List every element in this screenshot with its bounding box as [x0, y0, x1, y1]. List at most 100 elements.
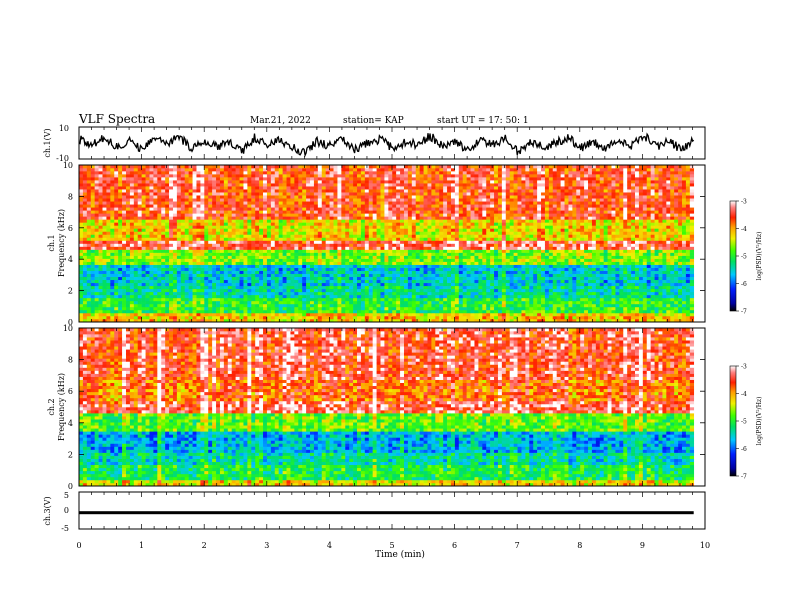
ch1-spectrogram-cell	[196, 246, 201, 250]
ch1-spectrogram-cell	[478, 312, 483, 317]
ch1-spectrogram-cell	[615, 276, 620, 281]
ch1-spectrogram-cell	[584, 267, 589, 271]
ch1-spectrogram-cell	[247, 270, 252, 274]
ch1-spectrogram-cell	[94, 318, 99, 323]
ch1-spectrogram-cell	[658, 261, 663, 265]
ch1-spectrogram-cell	[188, 249, 193, 253]
ch1-spectrogram-cell	[670, 228, 675, 232]
ch1-spectrogram-cell	[364, 309, 370, 314]
ch1-spectrogram-cell	[110, 273, 115, 278]
ch1-spectrogram-cell	[161, 261, 166, 265]
ch1-spectrogram-cell	[670, 258, 675, 262]
ch1-spectrogram-cell	[180, 306, 186, 311]
ch1-spectrogram-cell	[599, 300, 604, 305]
ch1-spectrogram-cell	[129, 261, 135, 265]
ch1-spectrogram-cell	[125, 285, 131, 290]
ch1-spectrogram-cell	[674, 252, 679, 256]
ch1-spectrogram-cell	[208, 261, 213, 265]
ch1-spectrogram-cell	[302, 234, 307, 238]
ch1-spectrogram-cell	[584, 285, 589, 290]
ch1-spectrogram-cell	[79, 240, 84, 244]
ch1-spectrogram-cell	[133, 243, 139, 247]
ch1-spectrogram-cell	[631, 279, 636, 284]
ch1-spectrogram-cell	[263, 237, 268, 241]
ch1-spectrogram-cell	[635, 228, 640, 232]
ch1-spectrogram-cell	[149, 225, 154, 229]
ch1-spectrogram-cell	[447, 282, 452, 287]
ch1-spectrogram-cell	[122, 291, 127, 296]
ch1-spectrogram-cell	[302, 231, 307, 235]
ch1-spectrogram-cell	[161, 297, 166, 302]
ch1-spectrogram-cell	[376, 243, 381, 247]
ch1-spectrogram-cell	[544, 285, 550, 290]
ch1-spectrogram-cell	[588, 267, 593, 271]
ch1-spectrogram-cell	[137, 306, 142, 311]
ch1-spectrogram-cell	[513, 303, 518, 308]
ch1-spectrogram-cell	[462, 249, 467, 253]
ch1-spectrogram-cell	[294, 267, 299, 271]
ch1-spectrogram-cell	[329, 288, 334, 293]
ch1-spectrogram-cell	[443, 234, 448, 238]
ch1-spectrogram-cell	[368, 231, 373, 235]
ch1-spectrogram-cell	[341, 261, 346, 265]
ch1-spectrogram-cell	[145, 303, 150, 308]
ch1-spectrogram-cell	[313, 264, 319, 268]
ch1-spectrogram-cell	[603, 258, 608, 262]
ch1-spectrogram-cell	[470, 255, 475, 259]
ch1-spectrogram-cell	[216, 228, 221, 232]
ch1-spectrogram-cell	[411, 249, 417, 253]
ch1-spectrogram-cell	[94, 315, 99, 320]
ch1-spectrogram-cell	[243, 246, 248, 250]
ch1-spectrogram-cell	[357, 282, 362, 287]
ch1-spectrogram-cell	[172, 252, 178, 256]
ch1-spectrogram-cell	[255, 237, 260, 241]
ch1-spectrogram-cell	[447, 240, 452, 244]
ch1-spectrogram-cell	[525, 294, 530, 299]
ch1-spectrogram-cell	[400, 273, 405, 278]
ch1-spectrogram-cell	[525, 312, 530, 317]
ch1-spectrogram-cell	[298, 285, 303, 290]
ch1-spectrogram-cell	[157, 291, 162, 296]
ch1-spectrogram-cell	[231, 258, 236, 262]
ch1-spectrogram-cell	[325, 264, 330, 268]
ch1-spectrogram-cell	[251, 246, 256, 250]
ch1-spectrogram-cell	[403, 318, 409, 323]
ch1-spectrogram-cell	[458, 285, 464, 290]
ch1-spectrogram-cell	[188, 276, 193, 281]
ch1-spectrogram-cell	[572, 255, 577, 259]
ch1-spectrogram-cell	[263, 270, 268, 274]
ch1-spectrogram-cell	[415, 306, 420, 311]
ch1-spectrogram-cell	[294, 243, 299, 247]
ch1-spectrogram-cell	[357, 300, 362, 305]
ch1-spectrogram-cell	[122, 252, 127, 256]
ch1-spectrogram-cell	[599, 234, 604, 238]
ch1-spectrogram-cell	[392, 309, 397, 314]
ch1-spectrogram-cell	[169, 225, 174, 229]
ch1-spectrogram-cell	[650, 270, 655, 274]
ch1-spectrogram-cell	[490, 252, 495, 256]
ch1-spectrogram-cell	[678, 231, 683, 235]
ch1-spectrogram-cell	[517, 306, 522, 311]
ch1-spectrogram-cell	[494, 267, 499, 271]
ch1-spectrogram-cell	[525, 279, 530, 284]
ch1-spectrogram-cell	[188, 285, 193, 290]
ch1-spectrogram-cell	[384, 285, 389, 290]
ch1-spectrogram-cell	[149, 285, 154, 290]
ch1-spectrogram-cell	[501, 234, 507, 238]
ch1-spectrogram-cell	[360, 300, 366, 305]
ch1-spectrogram-cell	[611, 234, 616, 238]
ch1-spectrogram-cell	[180, 249, 186, 253]
ch1-spectrogram-cell	[619, 255, 624, 259]
ch1-spectrogram-cell	[670, 276, 675, 281]
ch1-spectrogram-cell	[79, 231, 84, 235]
ch1-spectrogram-cell	[591, 291, 597, 296]
ch1-spectrogram-cell	[415, 249, 420, 253]
ch1-spectrogram-cell	[458, 309, 464, 314]
ch1-spectrogram-cell	[576, 303, 581, 308]
ch1-spectrogram-cell	[654, 291, 659, 296]
ch1-spectrogram-cell	[490, 249, 495, 253]
ch1-spectrogram-cell	[290, 294, 295, 299]
ch1-spectrogram-cell	[439, 294, 444, 299]
ch1-spectrogram-cell	[321, 279, 326, 284]
ch1-spectrogram-cell	[231, 267, 236, 271]
